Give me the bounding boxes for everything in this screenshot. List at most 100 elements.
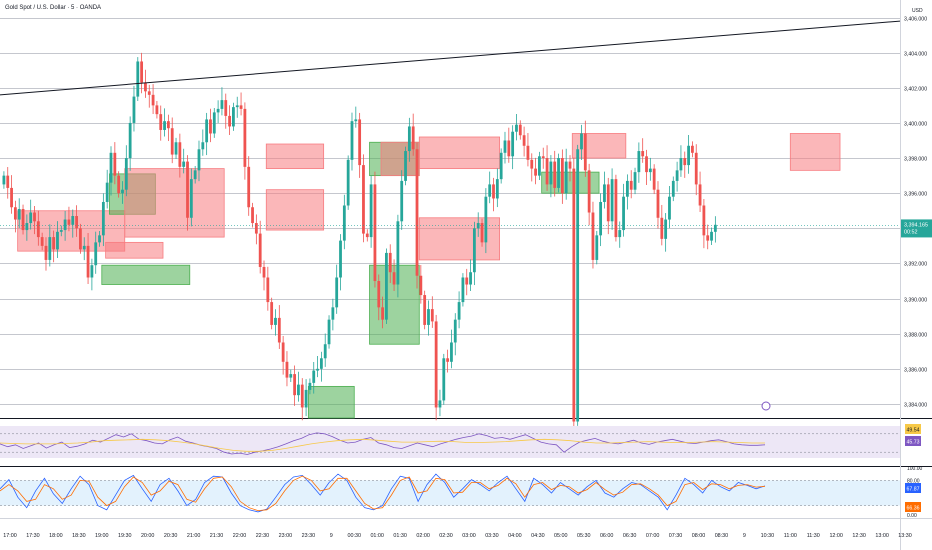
rsi-ma-line	[0, 438, 765, 452]
candle-body	[472, 228, 476, 273]
candle-body	[56, 231, 59, 250]
time-tick-label: 04:00	[508, 533, 522, 539]
candle-body	[465, 277, 469, 285]
candle-body	[652, 168, 656, 190]
time-tick-label: 21:00	[187, 533, 201, 539]
price-tick-label: 3,404.000	[904, 52, 927, 58]
trendline	[0, 20, 901, 96]
candle-body	[671, 180, 675, 197]
candle-body	[358, 119, 362, 166]
candle-body	[147, 91, 151, 95]
stoch-tick-label: 0.00	[907, 513, 917, 519]
candle-body	[182, 161, 186, 167]
rsi-ma-label: 49.54	[907, 428, 920, 434]
candle-body	[610, 179, 614, 222]
candle-body	[381, 307, 384, 320]
candle-body	[189, 179, 193, 218]
candle-body	[404, 151, 407, 181]
zones	[17, 133, 841, 419]
candle-body	[159, 114, 163, 130]
candle-body	[518, 124, 522, 136]
candle-body	[446, 358, 450, 362]
candle-body	[178, 142, 182, 167]
candle-body	[568, 161, 572, 169]
candle-body	[392, 272, 396, 285]
stoch-tick-label: 100.00	[907, 466, 923, 472]
candle-body	[94, 242, 98, 266]
candle-body	[117, 175, 121, 194]
current-price-badge	[901, 219, 932, 238]
price-tick-label: 3,384.000	[904, 403, 927, 409]
countdown-label: 00:52	[904, 229, 918, 235]
candle-body	[625, 180, 629, 197]
candle-body	[541, 156, 545, 159]
time-tick-label: 17:30	[26, 533, 40, 539]
candle-body	[48, 237, 52, 260]
candle-body	[79, 228, 82, 250]
price-tick-label: 3,386.000	[904, 368, 927, 374]
candle-body	[442, 358, 446, 401]
candle-body	[304, 389, 308, 408]
candle-body	[201, 142, 205, 150]
candle-body	[101, 201, 105, 236]
candle-body	[82, 245, 86, 250]
candle-body	[300, 384, 304, 408]
time-tick-label: 02:30	[439, 533, 453, 539]
candle-body	[656, 189, 660, 218]
time-tick-label: 20:30	[164, 533, 178, 539]
candle-body	[285, 361, 289, 378]
candle-body	[648, 168, 652, 173]
time-tick-label: 9	[743, 533, 746, 539]
candle-body	[205, 119, 209, 143]
candle-body	[52, 237, 56, 250]
supply-zone	[124, 168, 225, 238]
candle-body	[90, 265, 94, 278]
event-marker-icon	[761, 401, 771, 411]
candles	[2, 52, 717, 431]
candle-body	[557, 158, 560, 188]
price-tick-label: 3,402.000	[904, 87, 927, 93]
candle-body	[17, 209, 21, 220]
candle-body	[507, 140, 511, 157]
current-price-label: 3,394.165	[904, 222, 928, 228]
candle-body	[293, 374, 297, 396]
candle-body	[71, 216, 75, 225]
candle-body	[350, 121, 354, 160]
candle-body	[545, 158, 549, 185]
price-tick-label: 3,388.000	[904, 333, 927, 339]
candle-body	[687, 145, 690, 166]
candle-body	[710, 231, 713, 241]
candle-body	[553, 161, 557, 188]
candle-body	[228, 115, 231, 127]
candle-body	[484, 196, 488, 243]
candle-body	[105, 182, 109, 202]
candle-body	[576, 149, 580, 422]
candle-body	[698, 184, 702, 206]
candle-body	[281, 342, 285, 362]
candle-body	[668, 196, 671, 220]
candle-body	[6, 175, 10, 188]
candle-body	[136, 61, 140, 97]
candle-body	[98, 235, 101, 243]
candle-body	[538, 156, 541, 176]
candle-body	[683, 158, 687, 166]
candle-body	[2, 175, 6, 185]
candle-body	[289, 374, 293, 378]
time-tick-label: 22:30	[256, 533, 270, 539]
time-tick-label: 04:30	[531, 533, 545, 539]
candle-body	[319, 358, 323, 369]
stoch-band	[0, 480, 900, 506]
time-tick-label: 01:00	[370, 533, 384, 539]
time-tick-label: 19:30	[118, 533, 132, 539]
candle-body	[423, 295, 427, 325]
candle-body	[13, 207, 17, 220]
candle-body	[59, 230, 63, 232]
candle-body	[526, 145, 530, 160]
stoch-d-label: 66.36	[907, 506, 920, 512]
candle-body	[29, 212, 33, 224]
time-tick-label: 17:00	[3, 533, 17, 539]
candle-body	[469, 272, 472, 285]
candle-body	[224, 100, 228, 116]
stoch-k-label: 67.87	[907, 487, 920, 493]
